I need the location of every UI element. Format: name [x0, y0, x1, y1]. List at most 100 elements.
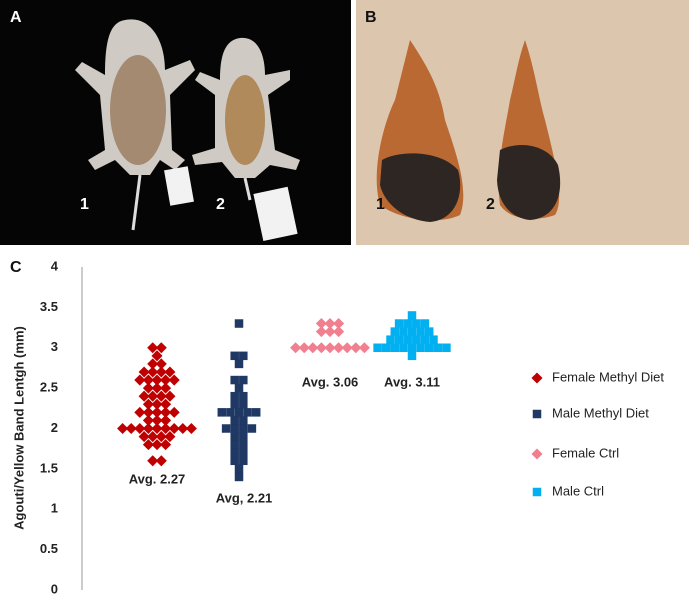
legend-label: Female Methyl Diet: [552, 369, 664, 384]
data-point: [151, 382, 163, 394]
data-point: [147, 390, 159, 402]
photo-label: 2: [216, 196, 225, 213]
data-point: [350, 342, 362, 354]
annotation: Avg. 3.11: [384, 374, 440, 389]
data-point: [168, 406, 180, 418]
data-point: [239, 351, 248, 361]
data-point: [160, 414, 172, 426]
data-point: [424, 327, 434, 336]
data-point: [117, 422, 129, 435]
data-point: [290, 342, 302, 354]
data-point: [142, 374, 154, 386]
data-point: [151, 406, 163, 418]
data-point: [151, 422, 163, 435]
data-point: [177, 422, 189, 435]
data-point: [399, 327, 408, 336]
data-point: [315, 318, 327, 330]
data-point: [138, 390, 150, 402]
data-point: [164, 366, 176, 378]
data-point: [151, 439, 163, 451]
data-point: [160, 406, 172, 418]
panel-letter: C: [10, 259, 22, 276]
data-point: [151, 350, 163, 362]
data-point: [442, 343, 451, 352]
legend-marker: [531, 372, 543, 384]
data-point: [239, 400, 248, 409]
data-point: [151, 414, 163, 426]
data-point: [164, 431, 176, 443]
data-point: [147, 455, 159, 467]
data-point: [160, 374, 172, 386]
data-point: [234, 383, 244, 393]
data-point: [234, 464, 244, 474]
data-point: [239, 424, 248, 433]
data-point: [324, 318, 336, 330]
data-point: [239, 416, 248, 425]
data-point: [125, 422, 137, 435]
data-point: [358, 342, 370, 354]
data-point: [420, 335, 430, 344]
data-point: [412, 319, 421, 328]
legend-marker: [531, 448, 543, 460]
panel-letter: B: [365, 9, 377, 26]
data-point: [399, 343, 408, 352]
legend-label: Male Methyl Diet: [552, 405, 649, 420]
data-point: [234, 408, 244, 417]
data-point: [151, 374, 163, 386]
data-point: [307, 342, 319, 354]
data-point: [230, 391, 239, 401]
y-tick-label: 1.5: [40, 460, 58, 475]
data-point: [394, 319, 404, 328]
data-point: [407, 311, 417, 320]
y-tick-label: 3: [51, 339, 58, 354]
data-point: [324, 342, 336, 354]
data-point: [239, 440, 248, 449]
data-point: [251, 408, 261, 417]
data-point: [403, 319, 412, 328]
data-point: [160, 398, 172, 410]
data-point: [234, 472, 244, 482]
photo-b: [356, 0, 689, 245]
data-point: [230, 456, 239, 466]
data-point: [164, 390, 176, 402]
data-point: [424, 343, 434, 352]
data-point: [407, 327, 417, 336]
data-point: [185, 422, 197, 435]
data-point: [373, 343, 382, 352]
data-point: [142, 398, 154, 410]
data-point: [155, 455, 167, 467]
y-tick-label: 0: [51, 581, 58, 596]
data-point: [239, 448, 248, 457]
data-point: [155, 358, 167, 370]
data-point: [243, 408, 252, 417]
data-point: [147, 366, 159, 378]
panel-letter: A: [10, 9, 22, 26]
data-point: [155, 366, 167, 378]
data-point: [151, 398, 163, 410]
y-tick-label: 2: [51, 420, 58, 435]
y-tick-label: 2.5: [40, 380, 58, 395]
data-point: [386, 335, 395, 344]
data-point: [155, 431, 167, 443]
photo-label: 1: [80, 196, 89, 213]
data-point: [155, 342, 167, 354]
photo-label: 1: [376, 196, 385, 213]
data-point: [147, 431, 159, 443]
data-point: [134, 374, 146, 386]
data-point: [381, 343, 391, 352]
data-point: [420, 319, 430, 328]
data-point: [138, 431, 150, 443]
data-point: [142, 439, 154, 451]
data-point: [160, 439, 172, 451]
y-axis-title: Agouti/Yellow Band Lentgh (mm): [11, 326, 26, 530]
legend-label: Male Ctrl: [552, 483, 604, 498]
data-point: [390, 343, 400, 352]
data-point: [168, 374, 180, 386]
y-tick-label: 4: [51, 258, 59, 273]
data-point: [333, 318, 345, 330]
data-point: [239, 456, 248, 466]
photo-a: [0, 0, 351, 245]
data-point: [226, 408, 235, 417]
legend-label: Female Ctrl: [552, 445, 619, 460]
